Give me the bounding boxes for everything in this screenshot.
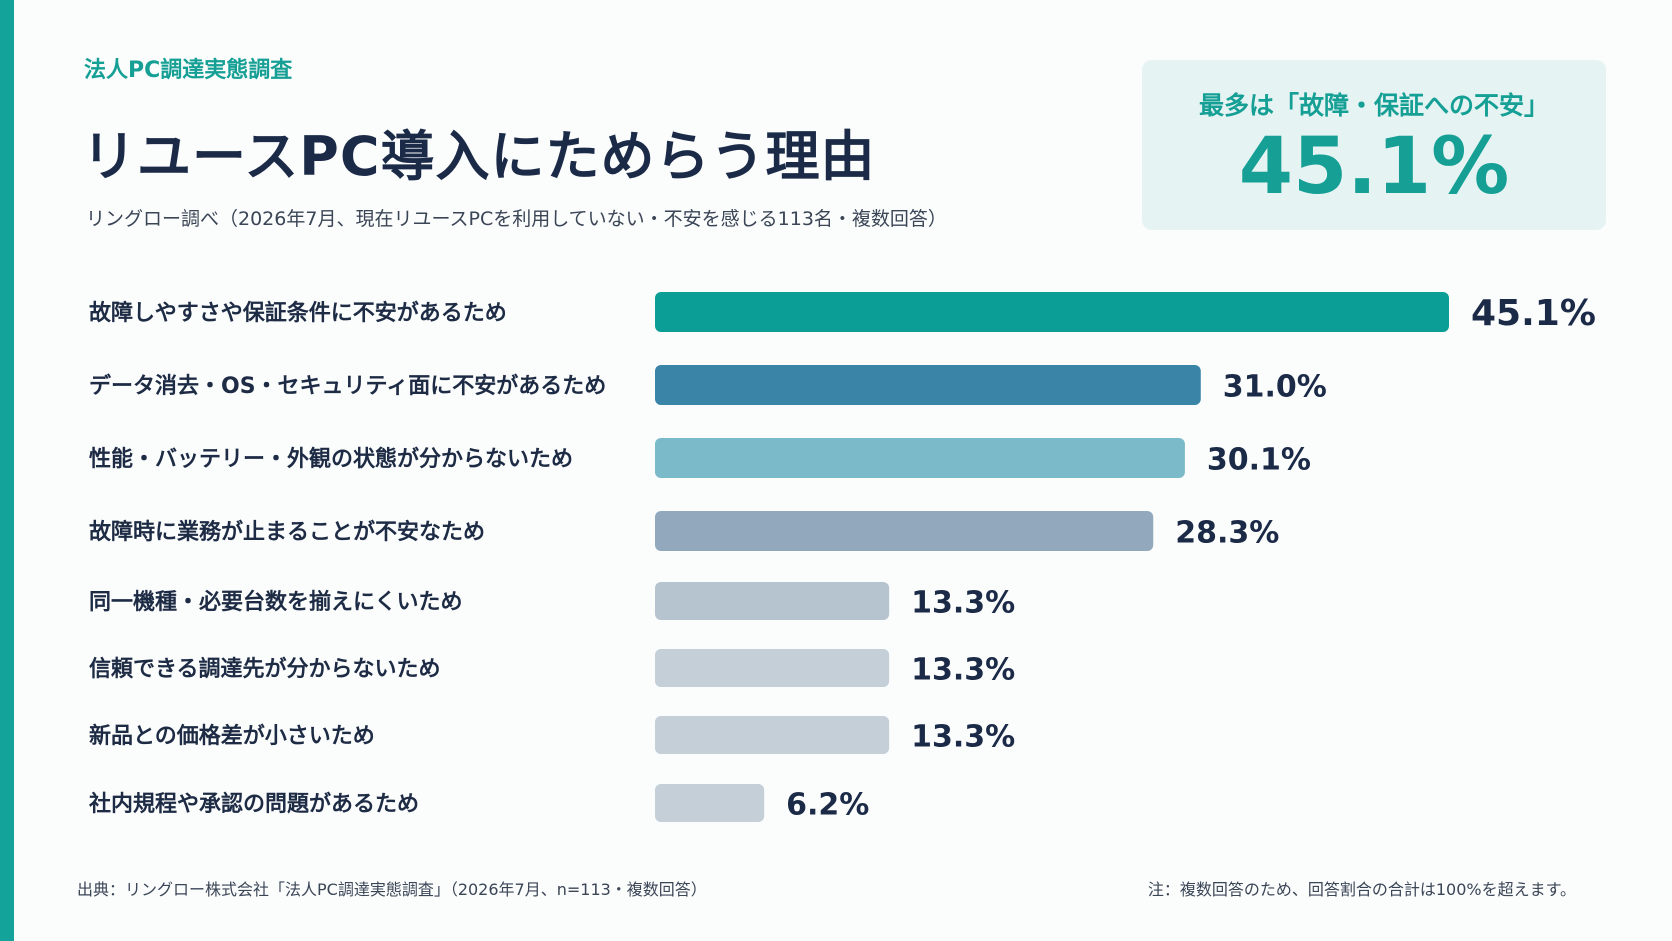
highlight-label: 最多は「故障・保証への不安」: [1198, 91, 1549, 120]
value-label: 30.1%: [1207, 443, 1311, 478]
value-label: 45.1%: [1471, 293, 1596, 334]
survey-name: 法人PC調達実態調査: [84, 58, 293, 83]
category-label: 故障しやすさや保証条件に不安があるため: [89, 300, 507, 326]
value-label: 6.2%: [786, 788, 869, 823]
bar: [655, 649, 890, 687]
bar: [655, 511, 1154, 551]
bar: [655, 365, 1201, 405]
value-label: 28.3%: [1175, 516, 1279, 551]
value-label: 31.0%: [1223, 370, 1327, 405]
category-label: データ消去・OS・セキュリティ面に不安があるため: [89, 373, 606, 399]
footnote: 注：複数回答のため、回答割合の合計は100%を超えます。: [1147, 880, 1576, 899]
page-subtitle: リングロー調べ（2026年7月、現在リユースPCを利用していない・不安を感じる1…: [86, 208, 947, 230]
bar: [655, 438, 1185, 478]
highlight-value: 45.1%: [1238, 122, 1510, 212]
left-accent-bar: [0, 0, 14, 941]
source-note: 出典：リングロー株式会社「法人PC調達実態調査」（2026年7月、n=113・複…: [77, 880, 707, 899]
bar: [655, 292, 1449, 332]
category-label: 同一機種・必要台数を揃えにくいため: [89, 589, 463, 615]
category-label: 信頼できる調達先が分からないため: [89, 656, 441, 682]
category-label: 性能・バッテリー・外観の状態が分からないため: [89, 446, 573, 472]
value-label: 13.3%: [911, 586, 1015, 621]
category-label: 社内規程や承認の問題があるため: [89, 791, 419, 817]
page-title: リユースPC導入にためらう理由: [82, 125, 876, 188]
value-label: 13.3%: [911, 720, 1015, 755]
category-label: 新品との価格差が小さいため: [89, 723, 375, 749]
category-label: 故障時に業務が止まることが不安なため: [89, 519, 485, 545]
bar: [655, 716, 890, 754]
bar: [655, 582, 890, 620]
highlight-card: 最多は「故障・保証への不安」 45.1%: [1142, 60, 1606, 230]
value-label: 13.3%: [911, 653, 1015, 688]
bar: [655, 784, 765, 822]
